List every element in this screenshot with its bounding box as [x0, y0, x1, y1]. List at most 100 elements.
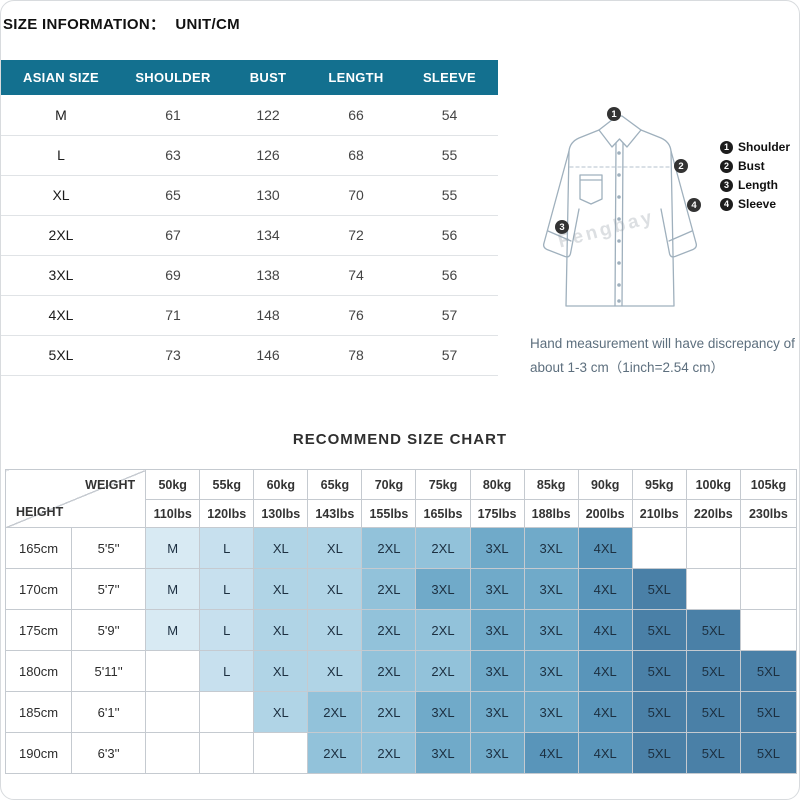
weight-lbs-header: 220lbs [685, 499, 741, 528]
rec-cell: 2XL [307, 732, 363, 774]
rec-cell: L [199, 609, 255, 651]
weight-lbs-header: 143lbs [307, 499, 363, 528]
rec-cell [145, 732, 201, 774]
rec-cell: L [199, 650, 255, 692]
height-cm: 180cm [4, 650, 73, 692]
shoulder-value: 71 [121, 295, 225, 336]
shoulder-value: 73 [121, 335, 225, 376]
rec-cell: 5XL [739, 732, 798, 774]
rec-cell [199, 691, 255, 733]
weight-kg-header-row: WEIGHT HEIGHT 50kg 55kg 60kg 65kg 70kg 7… [4, 469, 798, 528]
rec-cell: 2XL [361, 568, 417, 610]
rec-cell: L [199, 527, 255, 569]
rec-cell: 5XL [631, 609, 687, 651]
size-row-2xl: 2XL 67 134 72 56 [1, 215, 498, 256]
rec-cell: 3XL [415, 568, 471, 610]
weight-kg-header: 75kg [415, 469, 471, 500]
callout-sleeve-num: 4 [691, 200, 697, 211]
shirt-left-sleeve [542, 150, 580, 258]
callout-bust-num: 2 [678, 161, 683, 172]
bust-value: 146 [225, 335, 311, 376]
height-cm: 175cm [4, 609, 73, 651]
col-header-sleeve: SLEEVE [401, 60, 498, 95]
legend-label: Shoulder [738, 140, 791, 154]
rec-cell [253, 732, 309, 774]
rec-row-175: 175cm 5'9'' M L XL XL 2XL 2XL 3XL 3XL 4X… [4, 609, 798, 651]
weight-lbs-header: 155lbs [361, 499, 417, 528]
rec-row-185: 185cm 6'1'' XL 2XL 2XL 3XL 3XL 3XL 4XL 5… [4, 691, 798, 733]
col-header-asian-size: ASIAN SIZE [1, 60, 121, 95]
bust-value: 126 [225, 135, 311, 176]
size-table: ASIAN SIZE SHOULDER BUST LENGTH SLEEVE M… [1, 60, 498, 376]
recommend-size-chart-title: RECOMMEND SIZE CHART [292, 431, 508, 448]
rec-cell: 2XL [361, 609, 417, 651]
rec-cell: 3XL [523, 609, 579, 651]
size-label: M [1, 95, 121, 136]
weight-kg-header: 100kg [685, 469, 741, 500]
shirt-collar [598, 115, 642, 131]
rec-row-190: 190cm 6'3'' 2XL 2XL 3XL 3XL 4XL 4XL 5XL … [4, 732, 798, 774]
legend-num-icon: 2 [720, 159, 733, 173]
length-value: 66 [311, 95, 401, 136]
sleeve-value: 55 [401, 135, 498, 176]
size-row-5xl: 5XL 73 146 78 57 [1, 335, 498, 376]
height-ft: 5'5'' [71, 527, 147, 569]
size-label: 2XL [1, 215, 121, 256]
weight-kg-header: 70kg [361, 469, 417, 500]
length-value: 74 [311, 255, 401, 296]
shirt-right-sleeve [660, 150, 698, 258]
callout-sleeve: 4 [687, 198, 701, 212]
height-cm: 165cm [4, 527, 73, 569]
weight-lbs-header: 165lbs [415, 499, 471, 528]
weight-kg-header: 60kg [253, 469, 309, 500]
rec-cell: 3XL [415, 691, 471, 733]
bust-value: 134 [225, 215, 311, 256]
legend-item-bust: 2 Bust [720, 159, 790, 173]
rec-cell: 2XL [415, 527, 471, 569]
rec-cell: 3XL [469, 691, 525, 733]
recommend-size-table: WEIGHT HEIGHT 50kg 55kg 60kg 65kg 70kg 7… [4, 469, 798, 774]
measurement-note: Hand measurement will have discrepancy o… [530, 332, 799, 379]
shirt-pocket [579, 174, 603, 205]
size-row-l: L 63 126 68 55 [1, 135, 498, 176]
rec-cell: 3XL [469, 650, 525, 692]
size-label: XL [1, 175, 121, 216]
callout-bust: 2 [674, 159, 688, 173]
legend-label: Bust [738, 159, 765, 173]
rec-cell [199, 732, 255, 774]
callout-length-num: 3 [559, 222, 564, 233]
size-information-heading: SIZE INFORMATION： UNIT/CM [3, 13, 240, 34]
weight-lbs-header: 200lbs [577, 499, 633, 528]
rec-cell: XL [253, 691, 309, 733]
rec-cell: 3XL [469, 609, 525, 651]
weight-kg-header: 65kg [307, 469, 363, 500]
bust-value: 148 [225, 295, 311, 336]
rec-cell: XL [253, 568, 309, 610]
legend-num-icon: 3 [720, 178, 733, 192]
height-ft: 5'7'' [71, 568, 147, 610]
sleeve-value: 54 [401, 95, 498, 136]
rec-cell: 4XL [577, 568, 633, 610]
rec-cell: 4XL [577, 609, 633, 651]
bust-value: 138 [225, 255, 311, 296]
corner-height-label: HEIGHT [16, 505, 64, 519]
weight-kg-header: 85kg [523, 469, 579, 500]
legend-item-sleeve: 4 Sleeve [720, 197, 790, 211]
height-weight-corner-cell: WEIGHT HEIGHT [4, 469, 147, 528]
legend-item-length: 3 Length [720, 178, 790, 192]
rec-cell: 4XL [577, 527, 633, 569]
rec-cell: 5XL [685, 650, 741, 692]
weight-lbs-header: 110lbs [145, 499, 201, 528]
rec-cell: 3XL [523, 650, 579, 692]
legend-num-icon: 1 [720, 140, 733, 154]
rec-cell: 3XL [469, 568, 525, 610]
col-header-bust: BUST [225, 60, 311, 95]
size-row-4xl: 4XL 71 148 76 57 [1, 295, 498, 336]
weight-lbs-header-row: 110lbs 120lbs 130lbs 143lbs 155lbs 165lb… [6, 499, 798, 528]
rec-cell: 4XL [577, 691, 633, 733]
weight-kg-header: 105kg [739, 469, 798, 500]
rec-cell [631, 527, 687, 569]
note-line-2: about 1-3 cm（1inch=2.54 cm） [530, 359, 724, 375]
rec-cell: 2XL [361, 650, 417, 692]
rec-cell: 4XL [577, 650, 633, 692]
